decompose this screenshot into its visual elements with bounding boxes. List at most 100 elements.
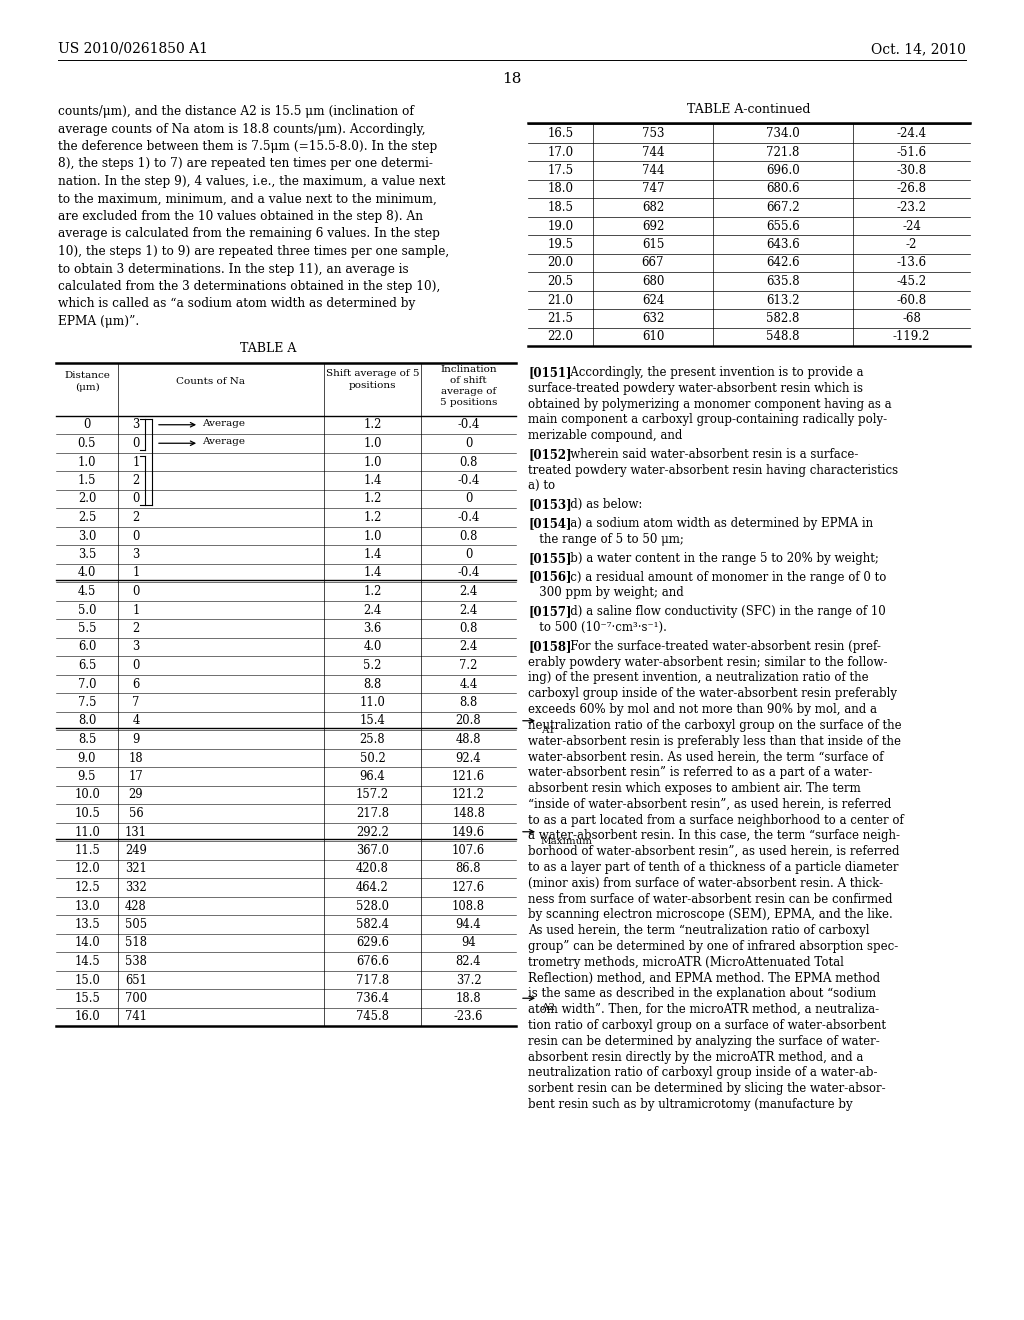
Text: 0: 0 (465, 437, 472, 450)
Text: 696.0: 696.0 (766, 164, 800, 177)
Text: 19.5: 19.5 (548, 238, 573, 251)
Text: 94: 94 (461, 936, 476, 949)
Text: 0.8: 0.8 (460, 529, 477, 543)
Text: 3.6: 3.6 (364, 622, 382, 635)
Text: [0152]: [0152] (528, 447, 571, 461)
Text: 367.0: 367.0 (356, 843, 389, 857)
Text: exceeds 60% by mol and not more than 90% by mol, and a: exceeds 60% by mol and not more than 90%… (528, 704, 877, 715)
Text: 50.2: 50.2 (359, 751, 385, 764)
Text: erably powdery water-absorbent resin; similar to the follow-: erably powdery water-absorbent resin; si… (528, 656, 888, 669)
Text: treated powdery water-absorbent resin having characteristics: treated powdery water-absorbent resin ha… (528, 463, 898, 477)
Text: by scanning electron microscope (SEM), EPMA, and the like.: by scanning electron microscope (SEM), E… (528, 908, 893, 921)
Text: Reflection) method, and EPMA method. The EPMA method: Reflection) method, and EPMA method. The… (528, 972, 880, 985)
Text: -2: -2 (906, 238, 918, 251)
Text: 127.6: 127.6 (452, 880, 485, 894)
Text: 10), the steps 1) to 9) are repeated three times per one sample,: 10), the steps 1) to 9) are repeated thr… (58, 246, 450, 257)
Text: 736.4: 736.4 (356, 993, 389, 1005)
Text: group” can be determined by one of infrared absorption spec-: group” can be determined by one of infra… (528, 940, 898, 953)
Text: Distance
(μm): Distance (μm) (65, 371, 110, 392)
Text: water-absorbent resin. As used herein, the term “surface of: water-absorbent resin. As used herein, t… (528, 750, 884, 763)
Text: 1.2: 1.2 (364, 492, 382, 506)
Text: [0151]: [0151] (528, 366, 571, 379)
Text: counts/μm), and the distance A2 is 15.5 μm (inclination of: counts/μm), and the distance A2 is 15.5 … (58, 106, 414, 117)
Text: 17.5: 17.5 (548, 164, 573, 177)
Text: 717.8: 717.8 (356, 974, 389, 986)
Text: 1.2: 1.2 (364, 585, 382, 598)
Text: 613.2: 613.2 (766, 293, 800, 306)
Text: 20.8: 20.8 (456, 714, 481, 727)
Text: 15.5: 15.5 (74, 993, 100, 1005)
Text: borhood of water-absorbent resin”, as used herein, is referred: borhood of water-absorbent resin”, as us… (528, 845, 899, 858)
Text: 667.2: 667.2 (766, 201, 800, 214)
Text: the deference between them is 7.5μm (=15.5-8.0). In the step: the deference between them is 7.5μm (=15… (58, 140, 437, 153)
Text: 2.4: 2.4 (364, 603, 382, 616)
Text: TABLE A: TABLE A (240, 342, 296, 355)
Text: [0153]: [0153] (528, 499, 571, 511)
Text: which is called as “a sodium atom width as determined by: which is called as “a sodium atom width … (58, 297, 416, 310)
Text: 15.4: 15.4 (359, 714, 385, 727)
Text: 321: 321 (125, 862, 146, 875)
Text: 582.4: 582.4 (356, 917, 389, 931)
Text: 292.2: 292.2 (356, 825, 389, 838)
Text: 9.0: 9.0 (78, 751, 96, 764)
Text: [0157]: [0157] (528, 605, 571, 618)
Text: 92.4: 92.4 (456, 751, 481, 764)
Text: 217.8: 217.8 (356, 807, 389, 820)
Text: -30.8: -30.8 (896, 164, 927, 177)
Text: is the same as described in the explanation about “sodium: is the same as described in the explanat… (528, 987, 877, 1001)
Text: 94.4: 94.4 (456, 917, 481, 931)
Text: -0.4: -0.4 (458, 511, 479, 524)
Text: 11.5: 11.5 (74, 843, 100, 857)
Text: surface-treated powdery water-absorbent resin which is: surface-treated powdery water-absorbent … (528, 381, 863, 395)
Text: 1.0: 1.0 (78, 455, 96, 469)
Text: 0: 0 (132, 529, 139, 543)
Text: 12.0: 12.0 (74, 862, 100, 875)
Text: 1.4: 1.4 (364, 566, 382, 579)
Text: d) as below:: d) as below: (559, 499, 642, 511)
Text: 2: 2 (132, 622, 139, 635)
Text: atom width”. Then, for the microATR method, a neutraliza-: atom width”. Then, for the microATR meth… (528, 1003, 880, 1016)
Text: 0: 0 (465, 492, 472, 506)
Text: 629.6: 629.6 (356, 936, 389, 949)
Text: 6.0: 6.0 (78, 640, 96, 653)
Text: 96.4: 96.4 (359, 770, 385, 783)
Text: [0156]: [0156] (528, 570, 571, 583)
Text: 667: 667 (642, 256, 665, 269)
Text: 548.8: 548.8 (766, 330, 800, 343)
Text: -0.4: -0.4 (458, 418, 479, 432)
Text: 734.0: 734.0 (766, 127, 800, 140)
Text: 5.5: 5.5 (78, 622, 96, 635)
Text: neutralization ratio of carboxyl group inside of a water-ab-: neutralization ratio of carboxyl group i… (528, 1067, 878, 1080)
Text: 0.8: 0.8 (460, 622, 477, 635)
Text: 635.8: 635.8 (766, 275, 800, 288)
Text: 1.0: 1.0 (364, 529, 382, 543)
Text: 20.5: 20.5 (548, 275, 573, 288)
Text: trometry methods, microATR (MicroAttenuated Total: trometry methods, microATR (MicroAttenua… (528, 956, 844, 969)
Text: Accordingly, the present invention is to provide a: Accordingly, the present invention is to… (559, 366, 863, 379)
Text: wherein said water-absorbent resin is a surface-: wherein said water-absorbent resin is a … (559, 447, 858, 461)
Text: 2.0: 2.0 (78, 492, 96, 506)
Text: -24.4: -24.4 (896, 127, 927, 140)
Text: 18.8: 18.8 (456, 993, 481, 1005)
Text: 0.5: 0.5 (78, 437, 96, 450)
Text: resin can be determined by analyzing the surface of water-: resin can be determined by analyzing the… (528, 1035, 880, 1048)
Text: 21.5: 21.5 (548, 312, 573, 325)
Text: 1: 1 (132, 566, 139, 579)
Text: [0155]: [0155] (528, 552, 571, 565)
Text: to obtain 3 determinations. In the step 11), an average is: to obtain 3 determinations. In the step … (58, 263, 409, 276)
Text: 300 ppm by weight; and: 300 ppm by weight; and (528, 586, 684, 599)
Text: absorbent resin which exposes to ambient air. The term: absorbent resin which exposes to ambient… (528, 781, 861, 795)
Text: 4: 4 (132, 714, 139, 727)
Text: 2.4: 2.4 (460, 585, 477, 598)
Text: 9: 9 (132, 733, 139, 746)
Text: -0.4: -0.4 (458, 566, 479, 579)
Text: -0.4: -0.4 (458, 474, 479, 487)
Text: 10.0: 10.0 (74, 788, 100, 801)
Text: 17: 17 (129, 770, 143, 783)
Text: 1.4: 1.4 (364, 548, 382, 561)
Text: main component a carboxyl group-containing radically poly-: main component a carboxyl group-containi… (528, 413, 887, 426)
Text: 428: 428 (125, 899, 146, 912)
Text: 582.8: 582.8 (766, 312, 800, 325)
Text: a) to: a) to (528, 479, 555, 492)
Text: 15.0: 15.0 (74, 974, 100, 986)
